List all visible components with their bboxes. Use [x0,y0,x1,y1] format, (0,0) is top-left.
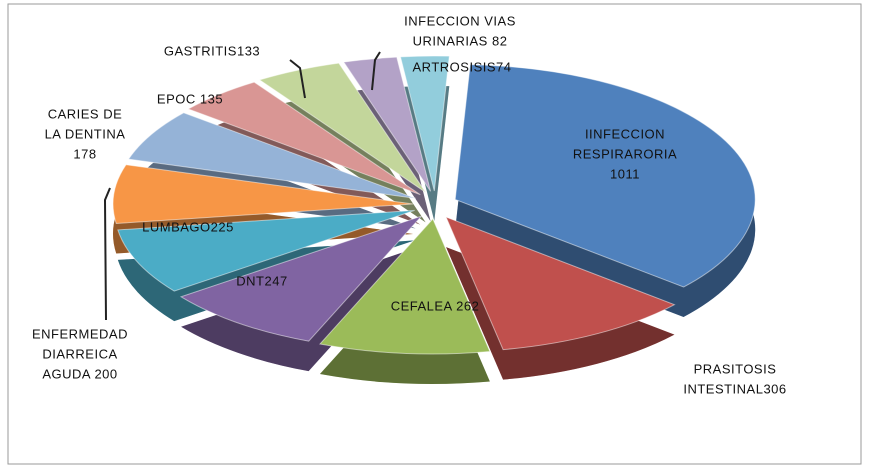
data-label: EPOC 135 [157,91,223,106]
slice [112,164,414,225]
data-label: 1011 [610,166,640,181]
leader-line [103,187,111,321]
data-label: URINARIAS 82 [413,33,508,48]
data-label: INTESTINAL306 [683,381,786,396]
data-label: IINFECCION [585,126,665,141]
leader-line [289,59,306,99]
leader-lines [103,51,381,321]
slice [454,64,756,288]
data-label: GASTRITIS133 [164,43,260,58]
slice [187,81,421,196]
data-label: LUMBAGO225 [142,219,234,234]
slice [342,56,432,192]
data-label: INFECCION VIAS [404,13,516,28]
slice [445,216,676,351]
data-label: CARIES DE [48,106,123,121]
data-label: DIARREICA [42,346,117,361]
slice [258,62,427,193]
slice [117,209,415,292]
slice [179,214,424,342]
data-label: CEFALEA 262 [391,298,480,313]
data-labels: IINFECCION RESPIRARORIA 1011 PRASITOSIS INTE… [32,13,786,396]
data-label: ENFERMEDAD [32,326,128,341]
data-label: RESPIRARORIA [573,146,677,161]
slice [127,112,416,199]
data-label: PRASITOSIS [694,361,777,376]
slices [112,55,756,355]
data-label: AGUDA 200 [42,366,117,381]
slice [399,55,450,192]
data-label: LA DENTINA [45,126,126,141]
leader-line [371,51,381,91]
data-label: ARTROSISIS74 [413,59,512,74]
data-label: 178 [73,146,96,161]
data-label: DNT247 [236,273,287,288]
slice [318,218,491,355]
